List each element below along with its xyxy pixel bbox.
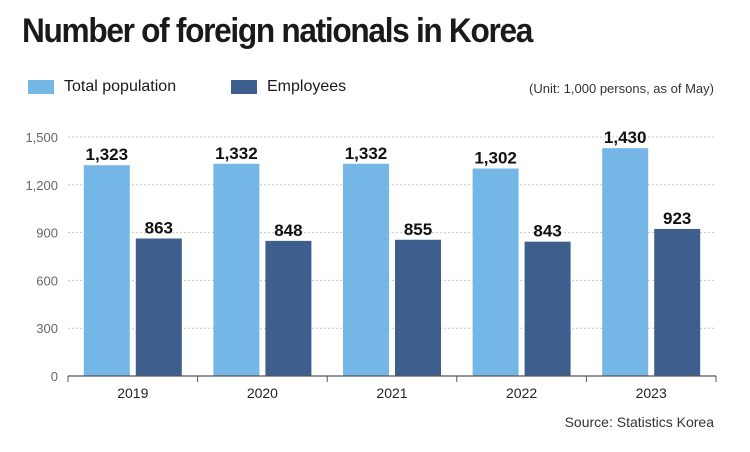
x-tick-label: 2022 — [506, 385, 537, 401]
x-tick-label: 2023 — [636, 385, 667, 401]
data-label-employees: 923 — [663, 209, 691, 228]
bar-employees — [135, 238, 182, 376]
data-label-employees: 848 — [274, 221, 302, 240]
y-tick-label: 1,500 — [25, 130, 58, 145]
source-note: Source: Statistics Korea — [564, 414, 714, 430]
y-tick-label: 600 — [36, 273, 58, 288]
y-tick-label: 900 — [36, 226, 58, 241]
bar-total-population — [602, 148, 649, 376]
bar-total-population — [83, 165, 130, 376]
data-label-employees: 855 — [404, 220, 432, 239]
legend-label-total-population: Total population — [64, 78, 177, 95]
data-label-employees: 843 — [533, 222, 561, 241]
data-label-total-population: 1,323 — [86, 145, 129, 164]
legend-item-total-population: Total population — [28, 78, 176, 96]
data-label-total-population: 1,332 — [345, 144, 388, 163]
bar-total-population — [472, 168, 519, 376]
bar-employees — [395, 239, 441, 376]
x-tick-label: 2020 — [247, 385, 278, 401]
y-tick-label: 300 — [36, 321, 58, 336]
data-label-employees: 863 — [145, 218, 173, 237]
data-label-total-population: 1,302 — [474, 149, 517, 168]
bar-total-population — [213, 163, 260, 376]
y-tick-label: 1,200 — [25, 178, 58, 193]
x-tick-label: 2019 — [117, 385, 148, 401]
bar-employees — [265, 240, 312, 376]
legend-label-employees: Employees — [267, 78, 347, 95]
unit-note: (Unit: 1,000 persons, as of May) — [529, 81, 714, 96]
legend-swatch-employees — [231, 80, 257, 94]
chart-title: Number of foreign nationals in Korea — [22, 12, 533, 50]
x-tick-label: 2021 — [376, 385, 407, 401]
data-label-total-population: 1,332 — [215, 144, 258, 163]
legend-swatch-total-population — [28, 80, 54, 94]
bar-total-population — [343, 163, 389, 376]
y-tick-label: 0 — [51, 369, 58, 384]
data-label-total-population: 1,430 — [604, 128, 647, 147]
bar-employees — [524, 241, 571, 376]
legend-item-employees: Employees — [231, 78, 346, 96]
bar-employees — [654, 228, 701, 376]
